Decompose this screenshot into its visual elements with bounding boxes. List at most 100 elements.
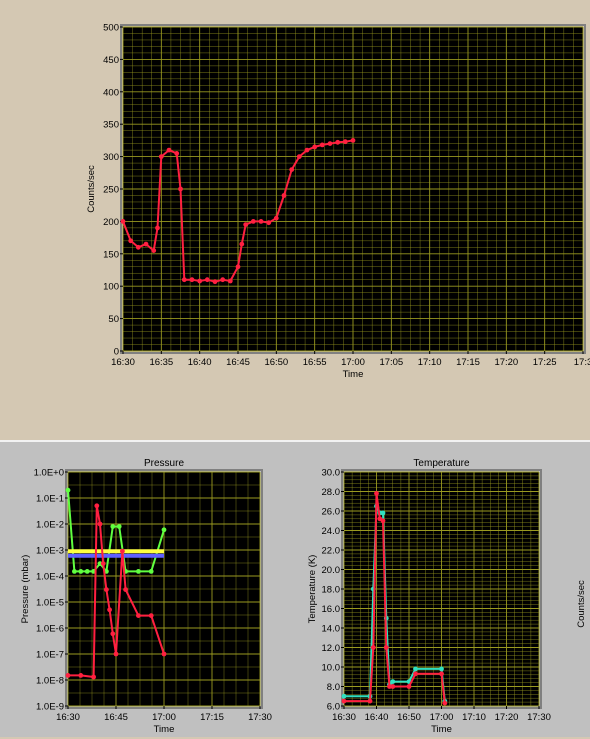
data-point <box>110 524 116 529</box>
y-tick-label: 16.0 <box>322 604 341 615</box>
data-point <box>197 278 203 284</box>
data-point <box>181 277 187 283</box>
x-axis-label: Time <box>431 724 452 735</box>
y-axis-label: Temperature (K) <box>307 555 318 624</box>
x-tick-label: 17:20 <box>495 712 519 723</box>
y-tick-label: 10.0 <box>322 663 341 674</box>
x-tick-label: 17:20 <box>494 357 518 368</box>
x-tick-label: 17:00 <box>341 357 365 368</box>
chart-title: Pressure <box>144 458 184 469</box>
y-tick-label: 18.0 <box>322 585 341 596</box>
data-point <box>273 215 279 221</box>
y-tick-label: 1.0E-6 <box>36 624 64 635</box>
data-point <box>341 693 347 699</box>
data-point <box>367 698 373 704</box>
data-point <box>136 613 141 618</box>
data-point <box>312 144 318 150</box>
y-tick-label: 1.0E+0 <box>34 468 64 479</box>
y-tick-label: 28.0 <box>322 487 341 498</box>
y-tick-label: 500 <box>103 23 119 34</box>
y-tick-label: 26.0 <box>322 507 341 518</box>
data-point <box>97 521 103 527</box>
y-tick-label: 1.0E-5 <box>36 598 64 609</box>
x-tick-label: 17:05 <box>379 357 403 368</box>
data-point <box>243 222 249 228</box>
bottom-panel: 16:30 16:45 17:00 17:15 17:30 1.0E-9 1.0E-8 1.0… <box>0 440 590 737</box>
data-point <box>136 569 141 574</box>
data-point <box>123 587 128 592</box>
series-line <box>122 139 354 283</box>
chart-title: Temperature <box>413 458 470 469</box>
data-point <box>143 241 149 247</box>
data-point <box>374 491 379 496</box>
data-point <box>341 698 347 704</box>
data-point <box>148 569 154 574</box>
data-point <box>442 700 448 706</box>
y-tick-label: 100 <box>103 282 119 293</box>
y-tick-label: 50 <box>108 314 119 325</box>
pressure-chart: 16:30 16:45 17:00 17:15 17:30 1.0E-9 1.0E-8 1.0… <box>20 458 272 735</box>
data-point <box>413 666 418 672</box>
data-point <box>370 645 376 650</box>
data-point <box>380 518 386 524</box>
data-point <box>135 244 141 250</box>
y-tick-label: 200 <box>103 217 119 228</box>
counts-chart: 16:30 16:35 16:40 16:45 16:50 16:55 17:00 17:05… <box>86 23 590 381</box>
data-point <box>155 225 160 231</box>
data-point <box>100 561 106 566</box>
data-point <box>439 671 444 677</box>
data-point <box>327 141 333 147</box>
data-point <box>235 264 241 270</box>
data-point <box>91 674 96 680</box>
y-tick-label: 20.0 <box>322 565 341 576</box>
data-point <box>72 569 77 574</box>
data-point <box>178 186 183 192</box>
x-tick-label: 16:45 <box>104 712 128 723</box>
y-tick-label: 1.0E-4 <box>36 572 64 583</box>
y-tick-label: 1.0E-7 <box>36 650 64 661</box>
x-tick-label: 17:15 <box>200 712 224 723</box>
data-point <box>406 684 412 689</box>
data-point <box>239 241 245 247</box>
data-point <box>65 487 71 493</box>
x-tick-label: 17:3 <box>574 357 590 368</box>
x-tick-label: 17:10 <box>418 357 442 368</box>
data-point <box>113 651 119 657</box>
data-point <box>189 277 195 283</box>
data-point <box>296 154 302 160</box>
y-tick-label: 250 <box>103 185 119 196</box>
data-point <box>304 147 310 153</box>
y-tick-label: 24.0 <box>322 526 341 537</box>
data-point <box>227 278 233 284</box>
y-tick-label: 400 <box>103 87 119 98</box>
y-tick-label: 8.0 <box>327 682 340 693</box>
data-point <box>350 138 356 143</box>
data-point <box>212 279 218 285</box>
y-axis-label: Pressure (mbar) <box>20 555 31 624</box>
x-tick-label: 16:40 <box>365 712 389 723</box>
y-tick-label: 1.0E-2 <box>36 520 64 531</box>
data-point <box>104 587 109 592</box>
y-tick-label: 1.0E-8 <box>36 676 64 687</box>
y-axis-label: Counts/sec <box>86 165 97 213</box>
y-tick-label: 300 <box>103 152 119 163</box>
clipped-axis-label: Counts/sec <box>576 580 587 628</box>
x-tick-label: 16:35 <box>149 357 173 368</box>
x-tick-label: 16:55 <box>303 357 327 368</box>
data-point <box>383 645 389 650</box>
clipped-third-chart: Counts/sec <box>576 580 587 628</box>
x-tick-label: 17:15 <box>456 357 480 368</box>
y-tick-label: 1.0E-3 <box>36 546 64 557</box>
data-point <box>204 277 210 283</box>
y-tick-label: 6.0 <box>327 702 340 713</box>
x-tick-label: 16:45 <box>226 357 250 368</box>
y-tick-label: 1.0E-1 <box>36 494 64 505</box>
data-point <box>220 277 226 283</box>
x-tick-label: 16:50 <box>397 712 421 723</box>
x-tick-label: 17:30 <box>248 712 272 723</box>
x-tick-label: 17:10 <box>462 712 486 723</box>
data-point <box>161 651 167 657</box>
x-tick-label: 17:00 <box>152 712 176 723</box>
data-point <box>390 684 396 689</box>
y-tick-label: 22.0 <box>322 546 341 557</box>
